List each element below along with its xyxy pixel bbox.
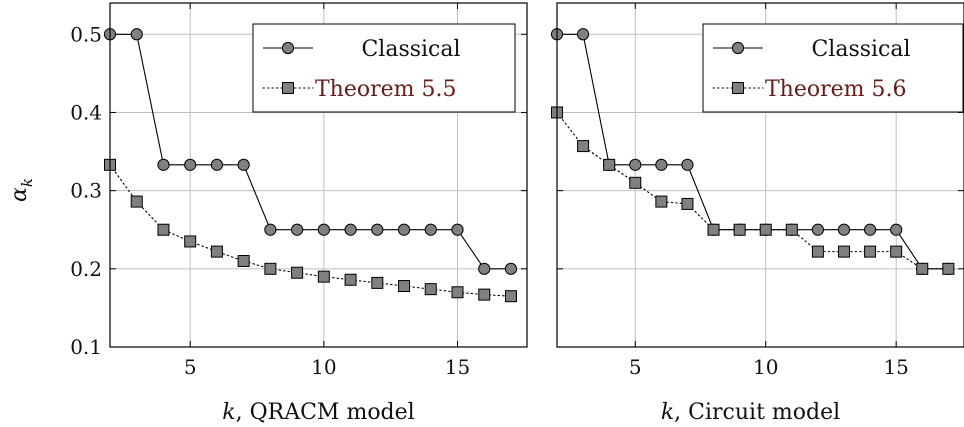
data-point-theorem-k14: [424, 283, 437, 296]
y-tick-label-0: 0.1: [70, 335, 102, 359]
data-point-classical-k13: [397, 223, 411, 236]
y-tick-label-4: 0.5: [70, 22, 102, 46]
data-point-classical-k8: [264, 223, 277, 236]
data-point-classical-k7: [237, 158, 250, 171]
legend-marker-theorem: [282, 82, 294, 94]
data-point-theorem-k10: [317, 270, 330, 283]
data-point-theorem-k10: [759, 223, 772, 236]
x-tick-label-10: 10: [753, 355, 778, 379]
y-tick-label-3: 0.4: [70, 100, 102, 124]
data-point-classical-k13: [837, 223, 851, 236]
data-point-theorem-k16: [478, 288, 491, 301]
x-axis-title: k, QRACM model: [222, 400, 414, 425]
data-point-classical-k16: [478, 262, 491, 275]
data-point-theorem-k13: [398, 280, 411, 293]
data-point-theorem-k4: [603, 158, 616, 171]
y-tick-label-2: 0.3: [70, 179, 102, 203]
legend-label-theorem: Theorem 5.5: [315, 77, 457, 102]
legend-marker-classical: [731, 41, 745, 55]
data-point-theorem-k6: [655, 195, 668, 208]
data-point-theorem-k13: [837, 245, 850, 258]
data-point-theorem-k17: [504, 290, 517, 303]
y-tick-label-1: 0.2: [70, 257, 102, 281]
legend-marker-theorem: [732, 82, 744, 94]
legend-box: [702, 23, 964, 113]
plot-frame: [109, 2, 528, 348]
x-axis-title-var: k: [661, 400, 674, 425]
series-line-theorem: [109, 164, 512, 297]
x-tick-label-10: 10: [311, 355, 336, 379]
data-point-theorem-k8: [707, 223, 720, 236]
data-point-theorem-k11: [344, 273, 357, 286]
data-point-theorem-k17: [942, 262, 955, 275]
legend: Classical Theorem 5.5: [252, 23, 516, 113]
y-axis-label-subscript: k: [18, 178, 36, 187]
x-tick-label-15: 15: [883, 355, 908, 379]
data-point-theorem-k11: [785, 223, 798, 236]
data-point-theorem-k6: [210, 245, 223, 258]
chart-panel-qracm: 5 10 15 0.1 0.2 0.3 0.4 0.5 k, QRACM model Classi…: [70, 2, 528, 425]
data-point-classical-k15: [451, 223, 464, 236]
data-point-theorem-k9: [733, 223, 746, 236]
x-tick-label-5: 5: [184, 355, 197, 379]
data-point-classical-k5: [629, 158, 642, 171]
data-point-theorem-k12: [811, 245, 824, 258]
data-point-theorem-k16: [916, 262, 929, 275]
legend-label-classical: Classical: [361, 37, 460, 62]
legend-label-classical: Classical: [811, 37, 910, 62]
x-tick-label-5: 5: [629, 355, 642, 379]
data-point-theorem-k15: [451, 286, 464, 299]
legend: Classical Theorem 5.6: [702, 23, 964, 113]
data-point-classical-k9: [291, 223, 304, 236]
x-axis-title-text: , QRACM model: [236, 400, 415, 425]
data-point-classical-k11: [344, 223, 357, 236]
data-point-classical-k10: [317, 223, 330, 236]
data-point-classical-k3: [130, 28, 143, 41]
x-axis-title: k, Circuit model: [661, 400, 840, 425]
data-point-theorem-k14: [864, 245, 877, 258]
data-point-classical-k14: [863, 223, 877, 236]
legend-box: [252, 23, 516, 113]
data-point-theorem-k9: [291, 266, 304, 279]
data-point-theorem-k5: [184, 235, 197, 248]
data-point-classical-k14: [424, 223, 437, 236]
data-point-classical-k12: [811, 223, 824, 236]
legend-marker-classical: [281, 41, 295, 55]
data-point-classical-k15: [890, 223, 903, 236]
data-point-classical-k3: [576, 28, 590, 41]
legend-label-theorem: Theorem 5.6: [765, 77, 907, 102]
data-point-theorem-k8: [264, 262, 277, 275]
data-point-classical-k6: [210, 158, 224, 171]
x-axis-title-text: , Circuit model: [674, 400, 840, 425]
x-axis-title-var: k: [222, 400, 235, 425]
data-point-classical-k7: [681, 158, 694, 171]
data-point-theorem-k3: [577, 140, 590, 153]
data-point-theorem-k4: [157, 223, 170, 236]
data-point-classical-k4: [157, 158, 170, 171]
data-point-classical-k12: [371, 223, 384, 236]
data-point-classical-k5: [184, 158, 197, 171]
data-point-theorem-k7: [681, 197, 694, 210]
data-point-theorem-k15: [890, 245, 903, 258]
x-tick-label-15: 15: [445, 355, 470, 379]
data-point-theorem-k3: [130, 195, 143, 208]
data-point-theorem-k5: [629, 176, 642, 189]
data-point-classical-k6: [655, 158, 668, 171]
y-axis-label: αk: [7, 178, 36, 202]
series-line-theorem: [556, 111, 949, 270]
series-line-classical: [110, 33, 511, 270]
data-point-theorem-k7: [237, 255, 250, 267]
chart-panel-circuit: 5 10 15 k, Circuit model Classical Theorem 5.…: [550, 2, 964, 425]
data-point-classical-k17: [504, 262, 518, 275]
data-point-theorem-k12: [371, 276, 384, 289]
plot-frame: [556, 2, 964, 348]
